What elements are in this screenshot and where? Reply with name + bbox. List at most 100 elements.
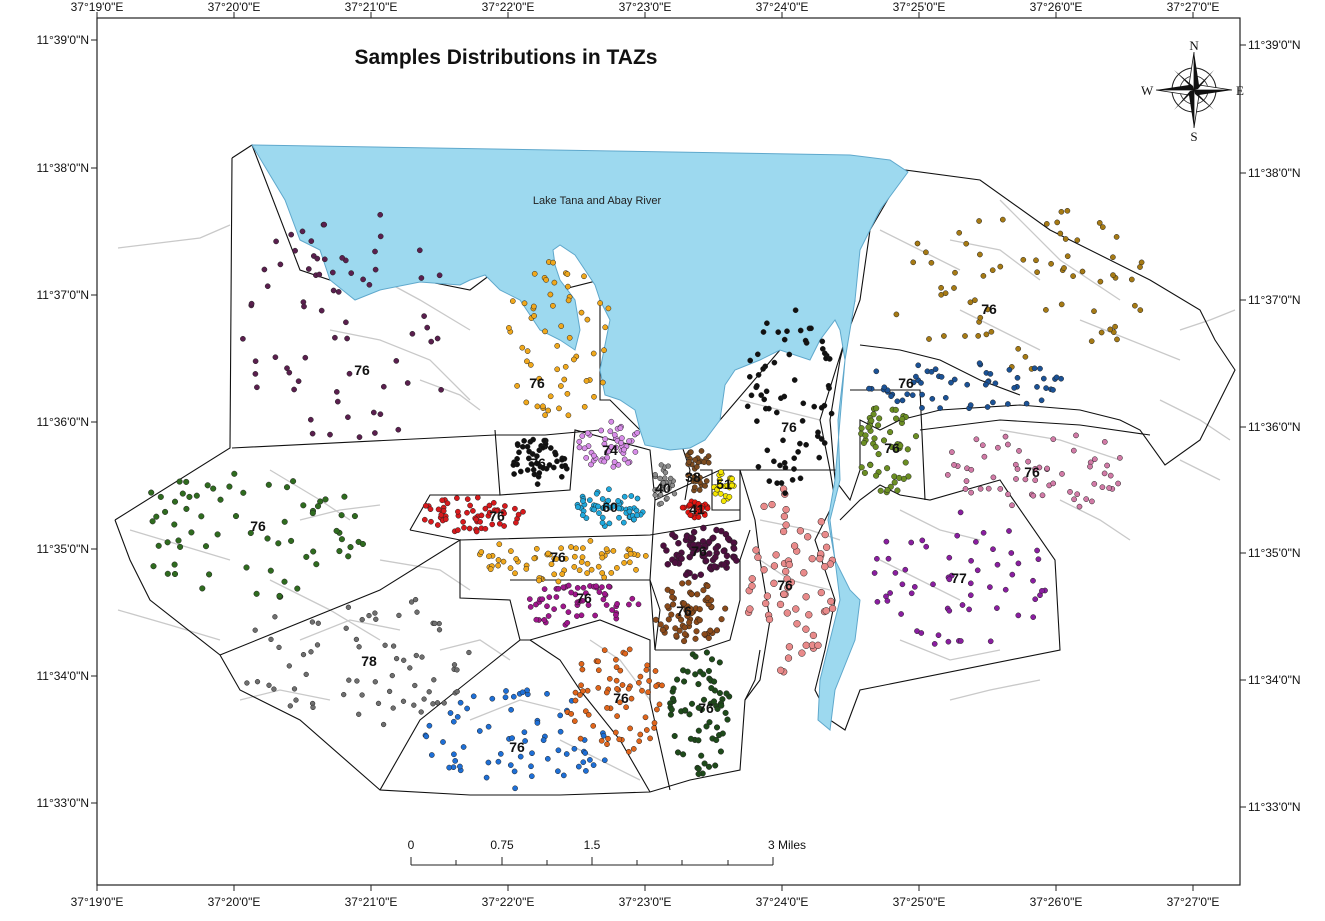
sample-point-sw-grey: [315, 620, 321, 626]
sample-point-orange-mid: [584, 570, 590, 576]
sample-point-brown-mid: [669, 594, 676, 601]
sample-point-black-north: [764, 320, 770, 327]
lake-tana-abay-river: [251, 144, 909, 731]
sample-point-black-north: [760, 366, 766, 372]
sample-point-orange-mid: [603, 546, 610, 553]
sample-point-red-west: [442, 516, 449, 523]
scale-label-075: 0.75: [490, 838, 514, 852]
sample-point-pink-salmon: [827, 597, 835, 606]
sample-point-black-small: [534, 460, 540, 467]
axis-label-left: 11°39'0"N: [37, 33, 90, 47]
sample-point-north-central: [514, 383, 520, 389]
sample-point-dark-green-south: [695, 704, 702, 711]
sample-point-orange-south: [595, 685, 602, 691]
sample-point-purple-east: [987, 638, 994, 645]
sample-point-purple-east: [1030, 614, 1037, 620]
sample-point-magenta: [576, 598, 583, 605]
sample-point-pink-salmon: [822, 543, 831, 551]
zone-label-pink-salmon: 76: [777, 577, 793, 593]
sample-point-rose: [1032, 465, 1038, 472]
axis-label-left: 11°38'0"N: [37, 161, 90, 175]
sample-point-nw: [302, 354, 309, 361]
sample-point-brown-mid: [680, 600, 687, 607]
sample-point-rose: [1022, 476, 1029, 483]
sample-point-black-north: [800, 400, 807, 407]
sample-point-brown-small: [692, 457, 698, 463]
sample-point-dark-green-south: [703, 649, 710, 656]
sample-point-west-green: [176, 478, 183, 485]
sample-point-nw: [409, 330, 416, 337]
sample-point-magenta: [560, 603, 567, 610]
axis-label-bottom: 37°19'0"E: [71, 895, 124, 909]
sample-point-ne-gold: [1113, 234, 1120, 240]
sample-point-blue-south: [440, 739, 446, 745]
sample-point-pink-salmon: [793, 620, 801, 628]
sample-point-black-north: [789, 477, 796, 483]
sample-point-brown-mid: [704, 582, 711, 590]
sample-point-rose: [1002, 433, 1009, 440]
sample-point-black-small: [530, 436, 536, 443]
sample-point-purple-dark: [675, 539, 682, 547]
sample-point-sw-grey: [346, 677, 352, 683]
sample-point-purple-east: [923, 543, 930, 550]
sample-point-pink-salmon: [796, 527, 805, 535]
sample-point-pink-salmon: [802, 641, 810, 649]
sample-point-sw-grey: [401, 657, 407, 663]
sample-point-rose: [1104, 462, 1110, 469]
sample-point-ne-gold: [1114, 336, 1120, 343]
sample-point-purple-east: [968, 557, 974, 564]
sample-point-orange-south: [578, 682, 584, 689]
sample-point-west-green: [322, 496, 329, 503]
sample-point-orange-south: [643, 727, 650, 733]
sample-point-orange-mid: [587, 538, 594, 544]
sample-point-north-central: [527, 362, 534, 368]
sample-point-navy: [1053, 374, 1060, 381]
sample-point-blue-south: [502, 694, 509, 701]
sample-point-blue-south: [522, 738, 528, 744]
sample-point-olive: [858, 425, 865, 432]
sample-point-orange-south: [643, 667, 650, 673]
sample-point-ne-gold: [910, 259, 917, 266]
sample-point-black-north: [825, 382, 832, 389]
sample-point-yellow: [720, 498, 727, 504]
sample-point-red-west: [493, 507, 500, 514]
sample-point-dark-green-south: [695, 765, 702, 772]
sample-point-sw-grey: [426, 689, 432, 695]
sample-point-violet: [576, 444, 583, 451]
sample-point-violet: [602, 436, 609, 442]
sample-point-sw-grey: [353, 636, 360, 643]
sample-point-black-north: [748, 392, 755, 399]
sample-point-red-west: [482, 525, 489, 532]
sample-point-pink-salmon: [765, 615, 774, 624]
sample-point-blue-south: [540, 737, 547, 744]
sample-point-orange-south: [652, 668, 659, 674]
sample-point-blue-south: [511, 768, 518, 775]
sample-point-pink-salmon: [770, 562, 779, 570]
sample-point-yellow: [726, 494, 733, 500]
sample-point-nw: [277, 261, 284, 268]
sample-point-blue-south: [483, 774, 490, 781]
scale-label-3-miles: 3 Miles: [768, 838, 806, 852]
sample-point-cyan: [628, 493, 635, 499]
sample-point-ne-gold: [941, 333, 947, 339]
sample-point-grey-small: [652, 471, 658, 478]
sample-point-navy: [904, 391, 911, 398]
sample-point-olive: [872, 443, 879, 450]
sample-point-north-central: [561, 376, 568, 383]
sample-point-west-green: [162, 508, 169, 515]
sample-point-sw-grey: [390, 705, 396, 711]
sample-point-purple-east: [902, 566, 909, 573]
sample-point-blue-south: [582, 750, 589, 756]
sample-point-navy: [1031, 365, 1038, 372]
sample-point-brown-small: [686, 459, 692, 465]
sample-point-violet: [601, 441, 608, 447]
sample-point-west-green: [171, 521, 178, 528]
sample-point-orange-south: [571, 718, 578, 724]
sample-point-brown-small: [698, 448, 705, 454]
sample-point-brown-mid: [670, 601, 677, 608]
sample-point-dark-green-south: [722, 709, 729, 716]
sample-point-cyan: [615, 498, 621, 504]
sample-point-red-west: [455, 508, 461, 515]
sample-point-sw-grey: [354, 678, 360, 684]
sample-point-magenta: [635, 601, 642, 608]
